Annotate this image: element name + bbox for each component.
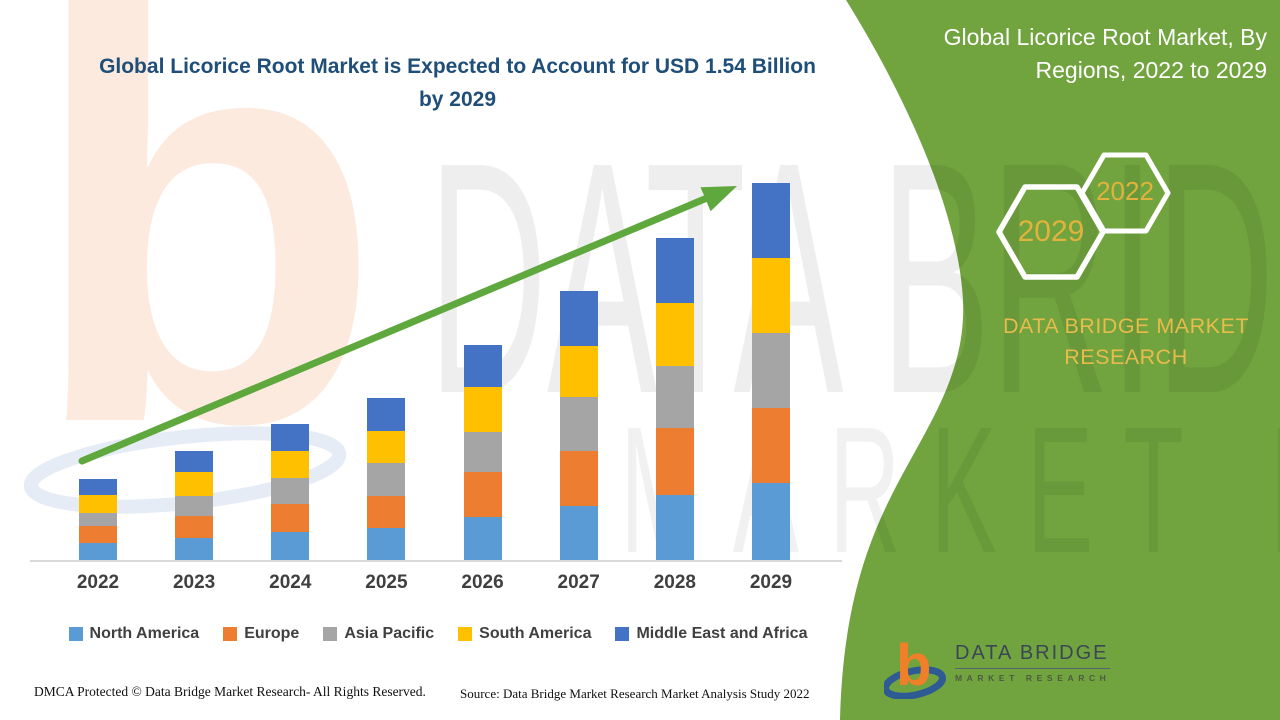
x-axis-label-2025: 2025 — [365, 572, 408, 593]
legend-item-middle-east-and-africa: Middle East and Africa — [615, 625, 807, 643]
legend-label: Europe — [244, 625, 300, 642]
hexagon-2022 — [1079, 152, 1171, 234]
x-axis-label-2029: 2029 — [749, 572, 793, 593]
legend-item-north-america: North America — [68, 625, 200, 643]
x-axis-label-2024: 2024 — [269, 572, 312, 593]
bar-segment-2026-middle-east-and-africa — [463, 344, 502, 387]
panel-title-line2: Regions, 2022 to 2029 — [1035, 57, 1267, 83]
bar-segment-2027-middle-east-and-africa — [559, 290, 598, 346]
bar-segment-2029-middle-east-and-africa — [751, 183, 790, 259]
x-axis-line — [30, 560, 842, 562]
bar-segment-2023-middle-east-and-africa — [175, 450, 214, 472]
bar-segment-2027-south-america — [559, 345, 598, 397]
chart-title-line2: by 2029 — [418, 88, 497, 111]
legend-swatch-icon — [223, 627, 238, 641]
bar-segment-2023-south-america — [175, 471, 214, 496]
bar-segment-2026-north-america — [463, 516, 502, 560]
bar-segment-2023-asia-pacific — [175, 495, 214, 516]
bar-segment-2026-asia-pacific — [463, 431, 502, 472]
footer-dmca: DMCA Protected © Data Bridge Market Rese… — [34, 684, 426, 699]
bar-segment-2028-north-america — [655, 494, 694, 560]
bar-segment-2028-south-america — [655, 302, 694, 366]
bar-segment-2027-asia-pacific — [559, 396, 598, 451]
chart-legend: North America Europe Asia Pacific South Ame… — [28, 625, 848, 643]
databridge-logo: b DATA BRIDGE MARKET RESEARCH — [884, 633, 1111, 699]
x-axis-label-2023: 2023 — [172, 572, 216, 593]
bar-segment-2029-europe — [751, 407, 790, 483]
x-axis-label-2027: 2027 — [557, 572, 600, 593]
bar-segment-2025-asia-pacific — [367, 462, 406, 496]
bar-segment-2026-south-america — [463, 386, 502, 432]
bar-segment-2029-north-america — [751, 482, 790, 560]
plot-area: 2022 2023 2024 2025 2026 2027 2028 2029 — [76, 183, 793, 593]
bar-segment-2024-asia-pacific — [271, 478, 310, 505]
legend-swatch-icon — [68, 627, 83, 641]
bar-segment-2026-europe — [463, 471, 502, 517]
svg-text:b: b — [896, 633, 931, 698]
panel-brand-text: DATA BRIDGE MARKET RESEARCH — [1003, 314, 1249, 369]
bar-segment-2028-asia-pacific — [655, 365, 694, 428]
legend-label: Asia Pacific — [344, 625, 435, 642]
x-axis-label-2022: 2022 — [76, 572, 120, 593]
x-axis-label-2026: 2026 — [461, 572, 504, 593]
panel-title-line1: Global Licorice Root Market, By — [943, 24, 1267, 50]
panel-title: Global Licorice Root Market, By Regions,… — [847, 21, 1267, 87]
legend-item-south-america: South America — [458, 625, 591, 643]
bar-segment-2023-north-america — [175, 537, 214, 560]
chart-title: Global Licorice Root Market is Expected … — [20, 50, 895, 116]
bar-segment-2024-south-america — [271, 451, 310, 479]
bar-segment-2029-asia-pacific — [751, 333, 790, 408]
databridge-logo-icon: b — [884, 633, 946, 699]
chart-title-line1: Global Licorice Root Market is Expected … — [99, 55, 816, 78]
legend-item-asia-pacific: Asia Pacific — [323, 625, 434, 643]
green-panel — [840, 0, 1280, 720]
bar-segment-2028-europe — [655, 427, 694, 495]
bar-segment-2022-europe — [79, 526, 117, 544]
legend-label: North America — [89, 625, 200, 642]
bar-segment-2022-north-america — [79, 543, 117, 560]
logo-name: DATA BRIDGE — [955, 642, 1111, 669]
bar-segment-2028-middle-east-and-africa — [655, 237, 694, 303]
logo-subtitle: MARKET RESEARCH — [955, 673, 1111, 683]
bar-segment-2022-asia-pacific — [79, 513, 117, 527]
legend-swatch-icon — [615, 627, 630, 641]
bar-segment-2025-europe — [367, 495, 406, 528]
footer-source: Source: Data Bridge Market Research Mark… — [460, 686, 810, 701]
hexagon-2022-label: 2022 — [1096, 176, 1154, 206]
legend-label: Middle East and Africa — [636, 625, 808, 642]
bar-segment-2024-middle-east-and-africa — [271, 424, 310, 452]
bar-segment-2029-south-america — [751, 258, 790, 334]
bar-segment-2023-europe — [175, 515, 214, 538]
bar-segment-2025-north-america — [367, 527, 406, 560]
legend-label: South America — [479, 625, 592, 642]
hexagon-2029-label: 2029 — [1017, 215, 1085, 248]
bar-segment-2027-north-america — [559, 505, 598, 560]
bar-segment-2022-middle-east-and-africa — [79, 479, 117, 496]
bar-segment-2024-north-america — [271, 532, 310, 560]
legend-item-europe: Europe — [223, 625, 299, 643]
bar-segment-2025-middle-east-and-africa — [367, 397, 406, 431]
bar-segment-2025-south-america — [367, 430, 406, 463]
bar-segment-2027-europe — [559, 450, 598, 506]
legend-swatch-icon — [458, 627, 473, 641]
x-axis-label-2028: 2028 — [653, 572, 696, 593]
bar-segment-2022-south-america — [79, 495, 117, 514]
bar-segment-2024-europe — [271, 504, 310, 533]
legend-swatch-icon — [323, 627, 338, 641]
